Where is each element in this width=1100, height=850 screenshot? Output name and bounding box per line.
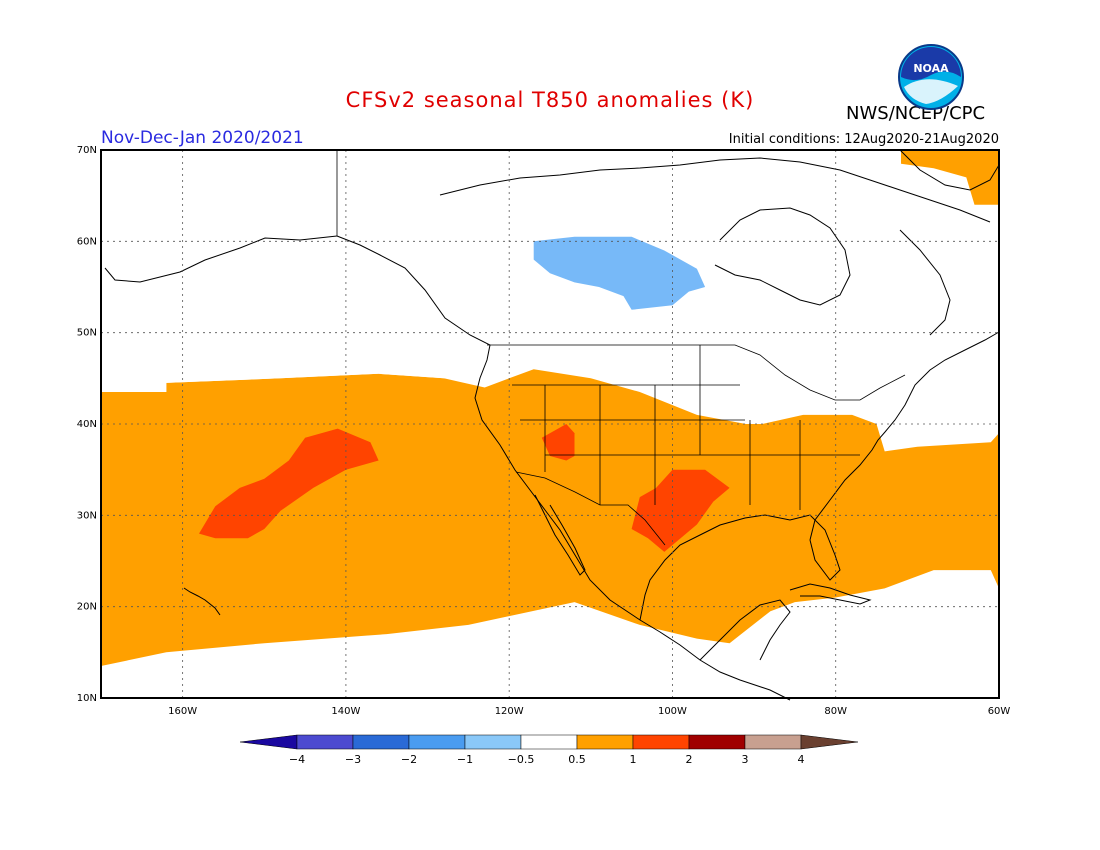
noaa-logo-text: NOAA — [913, 62, 949, 75]
colorbar-label: −4 — [289, 753, 305, 766]
gulf-of-mexico-coast — [639, 514, 841, 621]
lon-tick-label: 60W — [988, 706, 1011, 717]
us-east-coast — [809, 331, 1000, 541]
colorbar-box — [520, 734, 578, 750]
hawaii-islands — [183, 587, 221, 616]
colorbar-label: −3 — [345, 753, 361, 766]
graticule — [101, 150, 999, 698]
initial-conditions: Initial conditions: 12Aug2020-21Aug2020 — [728, 132, 999, 147]
org-label: NWS/NCEP/CPC — [846, 103, 986, 124]
forecast-period: Nov-Dec-Jan 2020/2021 — [101, 128, 304, 148]
colorbar-boxes — [239, 734, 859, 750]
colorbar-label: 4 — [798, 753, 805, 766]
lon-tick-label: 100W — [658, 706, 687, 717]
colorbar-box — [408, 734, 466, 750]
colorbar-label: 2 — [686, 753, 693, 766]
labrador-coast — [899, 229, 951, 336]
map-title: CFSv2 seasonal T850 anomalies (K) — [345, 88, 755, 112]
anomaly-region-3 — [533, 236, 706, 310]
baja-peninsula — [534, 494, 586, 576]
canadian-arctic-coast — [439, 157, 991, 223]
political-borders — [336, 150, 906, 546]
colorbar-box — [576, 734, 634, 750]
colorbar-label: −2 — [401, 753, 417, 766]
hudson-bay — [714, 207, 851, 306]
lat-tick-label: 40N — [77, 419, 97, 430]
lat-tick-label: 50N — [77, 328, 97, 339]
noaa-logo-icon: NOAA — [898, 44, 964, 110]
colorbar-box — [632, 734, 690, 750]
axis-labels: 10N 20N 30N 40N 50N 60N 70N 160W 140W 120W 100W 80W… — [77, 145, 1011, 717]
colorbar-box — [688, 734, 746, 750]
lon-tick-label: 140W — [331, 706, 360, 717]
colorbar-label: 3 — [742, 753, 749, 766]
colorbar-box — [296, 734, 354, 750]
us-canada-border — [487, 344, 906, 401]
lat-tick-label: 20N — [77, 602, 97, 613]
north-america-west-coast — [104, 235, 338, 283]
colorbar-max-arrow — [800, 734, 859, 750]
cuba-outline — [789, 583, 872, 605]
colorbar-label: −0.5 — [508, 753, 535, 766]
greenland-coast — [899, 149, 1000, 191]
colorbar-box — [744, 734, 802, 750]
colorbar-label: −1 — [457, 753, 473, 766]
colorbar-labels: −4 −3 −2 −1 −0.5 0.5 1 2 3 4 — [289, 753, 805, 766]
lon-tick-label: 80W — [824, 706, 847, 717]
lat-tick-label: 70N — [77, 145, 97, 156]
lon-tick-label: 120W — [495, 706, 524, 717]
colorbar-min-arrow — [239, 734, 298, 750]
lat-tick-label: 10N — [77, 693, 97, 704]
lat-tick-label: 30N — [77, 510, 97, 521]
lat-tick-label: 60N — [77, 236, 97, 247]
yucatan-coast — [699, 599, 791, 661]
colorbar-box — [352, 734, 410, 750]
map-frame — [100, 149, 1000, 699]
anomaly-region-6 — [631, 469, 730, 552]
anomaly-region-5 — [541, 424, 575, 461]
colorbar-label: 0.5 — [568, 753, 586, 766]
coastlines — [104, 149, 1000, 701]
colorbar-box — [464, 734, 522, 750]
anomaly-regions — [101, 150, 999, 666]
anomaly-region-2 — [101, 259, 477, 392]
anomaly-region-1 — [901, 150, 999, 205]
colorbar-label: 1 — [630, 753, 637, 766]
lon-tick-label: 160W — [168, 706, 197, 717]
anomaly-region-4 — [199, 428, 379, 539]
alaska-panhandle-coast — [336, 235, 791, 701]
